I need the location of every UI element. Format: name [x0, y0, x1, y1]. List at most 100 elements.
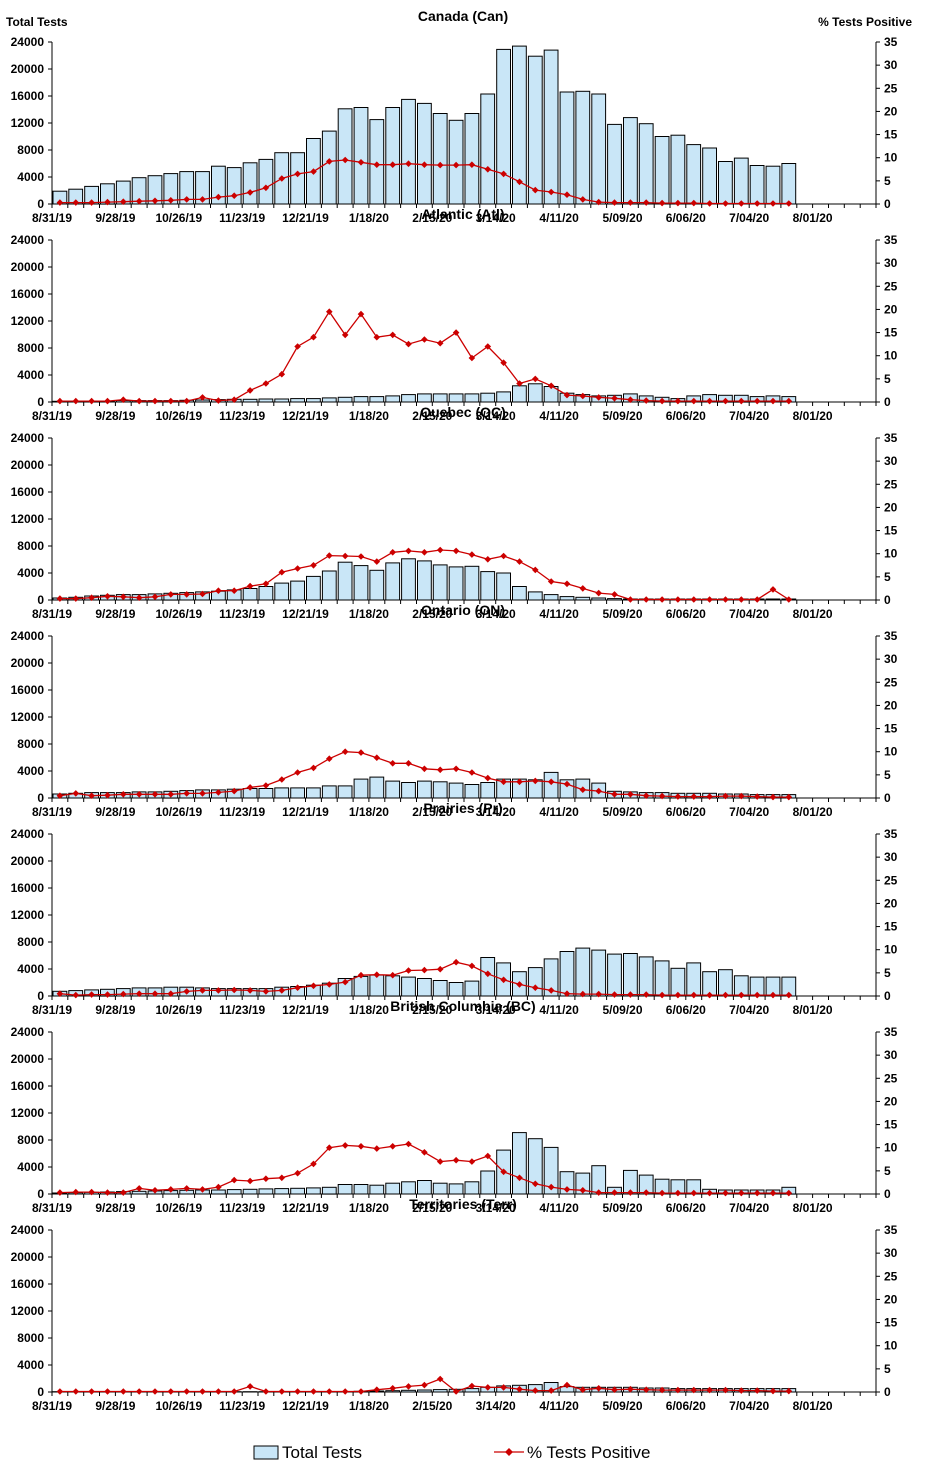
right-tick-label: 20: [884, 896, 898, 910]
percent-positive-point: [500, 778, 507, 786]
percent-positive-point: [294, 769, 301, 776]
percent-positive-point: [389, 331, 396, 339]
x-tick-label: 2/15/20: [412, 1201, 452, 1215]
percent-positive-point: [722, 200, 729, 207]
percent-positive-point: [310, 333, 317, 341]
percent-positive-point: [199, 1388, 206, 1395]
right-tick-label: 0: [884, 1385, 891, 1399]
percent-positive-point: [642, 991, 650, 998]
left-tick-label: 20000: [11, 260, 45, 274]
right-tick-label: 5: [884, 1164, 891, 1178]
panel-1: Atlantic (Atl) 0 4000 8000 12000 16000 20000 24…: [11, 206, 898, 423]
x-tick-label: 5/09/20: [602, 805, 642, 819]
bar: [258, 1188, 274, 1195]
percent-positive-point: [436, 161, 444, 169]
percent-positive-point: [611, 591, 618, 598]
bar: [337, 785, 353, 799]
percent-positive-point: [785, 991, 793, 999]
percent-positive-point: [341, 156, 349, 164]
percent-positive-point: [88, 991, 95, 998]
x-tick-label: 1/18/20: [349, 409, 389, 423]
bar: [559, 596, 575, 601]
x-tick-label: 8/31/19: [32, 805, 72, 819]
bar: [464, 980, 480, 997]
percent-positive-point: [658, 397, 666, 405]
percent-positive-point: [389, 1385, 396, 1392]
percent-positive-point: [547, 778, 555, 786]
left-tick-label: 24000: [11, 233, 45, 247]
x-tick-label: 6/06/20: [666, 211, 706, 225]
percent-positive-point: [56, 990, 64, 997]
left-tick-label: 0: [37, 1385, 44, 1399]
x-tick-label: 4/11/20: [539, 607, 579, 621]
left-tick-label: 24000: [11, 1025, 45, 1039]
bar: [432, 564, 448, 601]
x-tick-label: 4/11/20: [539, 805, 579, 819]
percent-positive-point: [563, 780, 571, 788]
percent-positive-point: [151, 397, 159, 405]
bar: [543, 771, 559, 799]
percent-positive-point: [167, 197, 175, 204]
right-tick-label: 20: [884, 500, 898, 514]
percent-positive-point: [246, 189, 254, 196]
right-axis-title: % Tests Positive: [818, 15, 912, 29]
x-tick-label: 7/04/20: [729, 607, 769, 621]
right-tick-label: 30: [884, 256, 898, 270]
x-tick-label: 9/28/19: [95, 409, 135, 423]
x-tick-label: 8/01/20: [793, 211, 833, 225]
right-tick-label: 10: [884, 547, 898, 561]
percent-positive-point: [690, 1386, 698, 1394]
percent-positive-point: [72, 991, 80, 999]
right-tick-label: 20: [884, 302, 898, 316]
x-tick-label: 11/23/19: [219, 607, 265, 621]
right-tick-label: 0: [884, 791, 891, 805]
panel-5: British Columbia (BC) 0 4000 8000 12000 16000…: [11, 998, 898, 1215]
bar: [432, 1182, 448, 1195]
right-tick-label: 10: [884, 349, 898, 363]
right-tick-label: 35: [884, 1025, 898, 1039]
percent-positive-point: [262, 782, 270, 789]
percent-positive-point: [642, 1386, 650, 1393]
left-tick-label: 12000: [11, 1106, 45, 1120]
percent-positive-point: [452, 329, 460, 336]
x-tick-label: 5/09/20: [602, 211, 642, 225]
legend-bar-label: Total Tests: [282, 1443, 362, 1462]
percent-positive-point: [278, 987, 286, 994]
x-tick-label: 1/18/20: [349, 1399, 389, 1413]
percent-positive-point: [215, 193, 222, 201]
percent-positive-point: [436, 965, 444, 973]
percent-positive-point: [135, 594, 143, 601]
left-tick-label: 16000: [11, 287, 45, 301]
percent-positive-point: [310, 1160, 317, 1168]
bar: [448, 982, 464, 997]
x-tick-label: 12/21/19: [282, 1201, 329, 1215]
percent-positive-point: [722, 991, 729, 999]
bar: [274, 1188, 290, 1195]
percent-positive-point: [326, 308, 333, 315]
percent-positive-point: [611, 1189, 618, 1196]
x-tick-label: 2/15/20: [412, 1003, 452, 1017]
percent-positive-point: [326, 552, 333, 559]
left-tick-label: 0: [37, 1187, 44, 1201]
percent-positive-point: [88, 1188, 95, 1196]
percent-positive-point: [104, 1189, 111, 1196]
percent-positive-point: [357, 310, 365, 318]
x-tick-label: 3/14/20: [476, 1399, 516, 1413]
percent-positive-point: [547, 1387, 555, 1394]
bar: [432, 393, 448, 403]
left-tick-label: 0: [37, 197, 44, 211]
bar: [464, 1181, 480, 1195]
percent-positive-point: [547, 188, 555, 196]
percent-positive-point: [215, 789, 222, 796]
percent-positive-point: [452, 1156, 460, 1164]
percent-positive-point: [215, 397, 222, 404]
percent-positive-point: [769, 397, 777, 405]
percent-positive-point: [769, 586, 777, 593]
percent-positive-point: [436, 1158, 444, 1165]
percent-positive-point: [230, 1176, 238, 1184]
left-tick-label: 4000: [17, 1358, 44, 1372]
right-tick-label: 0: [884, 395, 891, 409]
bar: [512, 385, 527, 403]
left-tick-label: 12000: [11, 710, 45, 724]
x-tick-label: 2/15/20: [412, 607, 452, 621]
